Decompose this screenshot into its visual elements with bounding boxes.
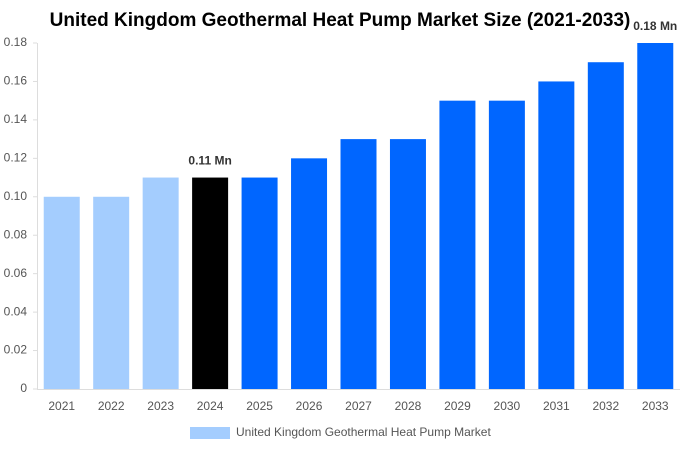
chart-title: United Kingdom Geothermal Heat Pump Mark… (50, 10, 631, 31)
x-tick-label: 2032 (592, 399, 619, 413)
bar (93, 196, 130, 389)
data-label: 0.18 Mn (633, 19, 677, 33)
bar (241, 177, 278, 389)
x-tick-label: 2023 (147, 399, 174, 413)
y-tick-label: 0.18 (4, 35, 28, 49)
bar (142, 177, 179, 389)
y-tick-label: 0.06 (4, 266, 28, 280)
x-tick-label: 2029 (444, 399, 471, 413)
y-tick-label: 0.10 (4, 189, 28, 203)
bar (439, 100, 476, 390)
y-tick-label: 0.04 (4, 304, 28, 318)
x-tick-label: 2022 (98, 399, 125, 413)
y-tick-label: 0.12 (4, 151, 28, 165)
bar (488, 100, 525, 390)
x-tick-label: 2033 (642, 399, 669, 413)
legend-swatch (190, 427, 230, 439)
x-tick-label: 2030 (494, 399, 521, 413)
data-label: 0.11 Mn (188, 154, 231, 168)
bar (389, 139, 426, 389)
x-tick-label: 2031 (543, 399, 570, 413)
bar (340, 139, 377, 389)
x-tick-label: 2026 (296, 399, 323, 413)
x-tick-label: 2027 (345, 399, 372, 413)
x-tick-label: 2025 (246, 399, 273, 413)
bar (43, 196, 80, 389)
bar (587, 62, 624, 389)
y-tick-label: 0.02 (4, 343, 28, 357)
bar (637, 43, 674, 389)
x-tick-label: 2028 (395, 399, 422, 413)
x-tick-label: 2021 (48, 399, 75, 413)
bar (192, 177, 229, 389)
y-tick-label: 0.08 (4, 227, 28, 241)
x-tick-label: 2024 (197, 399, 224, 413)
legend-label: United Kingdom Geothermal Heat Pump Mark… (236, 425, 491, 439)
y-tick-label: 0.16 (4, 74, 28, 88)
y-tick-label: 0 (20, 381, 27, 395)
bar (291, 158, 328, 389)
bar (538, 81, 575, 389)
y-tick-label: 0.14 (4, 112, 28, 126)
